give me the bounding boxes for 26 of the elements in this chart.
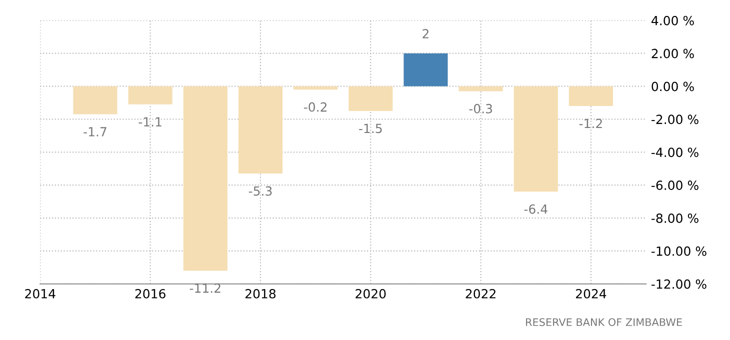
y-tick-label: -8.00 %: [652, 213, 698, 223]
data-label: -11.2: [190, 283, 220, 293]
y-tick-label: -10.00 %: [652, 246, 706, 256]
y-tick-label: -4.00 %: [652, 148, 698, 158]
y-tick-label: -12.00 %: [652, 279, 706, 289]
y-tick-label: 4.00 %: [652, 16, 694, 26]
x-tick-label: 2014: [25, 288, 56, 298]
data-label: -0.3: [469, 104, 492, 114]
x-tick-label: 2016: [135, 288, 166, 298]
data-label: -1.2: [579, 118, 602, 128]
y-tick-label: -6.00 %: [652, 180, 698, 190]
data-label: 2: [422, 28, 428, 38]
y-tick-label: -2.00 %: [652, 114, 698, 124]
x-tick-label: 2018: [245, 288, 276, 298]
data-label: -1.1: [138, 117, 162, 126]
data-label: -1.7: [84, 127, 106, 136]
y-tick-label: 0.00 %: [652, 82, 694, 92]
data-label: -1.5: [359, 124, 382, 134]
x-tick-label: 2022: [466, 288, 496, 298]
data-label: -6.4: [524, 204, 548, 214]
data-label: -0.2: [304, 102, 327, 112]
data-label: -5.3: [248, 186, 272, 196]
x-tick-label: 2020: [356, 288, 386, 298]
y-tick-label: 2.00 %: [652, 48, 694, 58]
x-tick-label: 2024: [576, 288, 606, 298]
text: RESERVE BANK OF ZIMBABWE: [526, 318, 682, 326]
